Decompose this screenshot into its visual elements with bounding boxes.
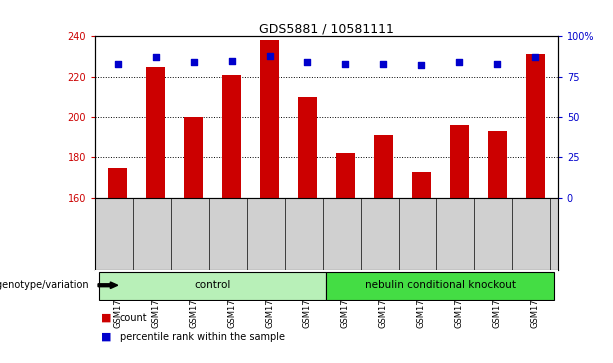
Text: control: control [194,280,231,290]
Bar [147,66,165,198]
Bar [109,168,128,198]
Point [378,61,388,67]
Bar [374,135,393,198]
Point [303,59,313,65]
Bar [298,97,317,198]
Point [113,61,123,67]
Bar [184,117,203,198]
Point [151,54,161,60]
Bar [525,54,544,198]
Bar [488,131,506,198]
Text: percentile rank within the sample: percentile rank within the sample [120,332,284,342]
Bar [412,172,431,198]
Bar [260,40,279,198]
Point [340,61,350,67]
Point [189,59,199,65]
Point [265,53,275,58]
Text: ■: ■ [101,332,112,342]
Point [492,61,502,67]
Point [227,58,237,64]
Bar [222,75,241,198]
Text: ■: ■ [101,313,112,323]
Bar [336,154,355,198]
Point [454,59,464,65]
Text: genotype/variation: genotype/variation [0,280,92,290]
Point [530,54,540,60]
Text: nebulin conditional knockout: nebulin conditional knockout [365,280,516,290]
Text: count: count [120,313,147,323]
Bar [99,272,327,300]
Title: GDS5881 / 10581111: GDS5881 / 10581111 [259,22,394,35]
Bar [450,125,469,198]
Bar [327,272,554,300]
Point [416,62,426,68]
